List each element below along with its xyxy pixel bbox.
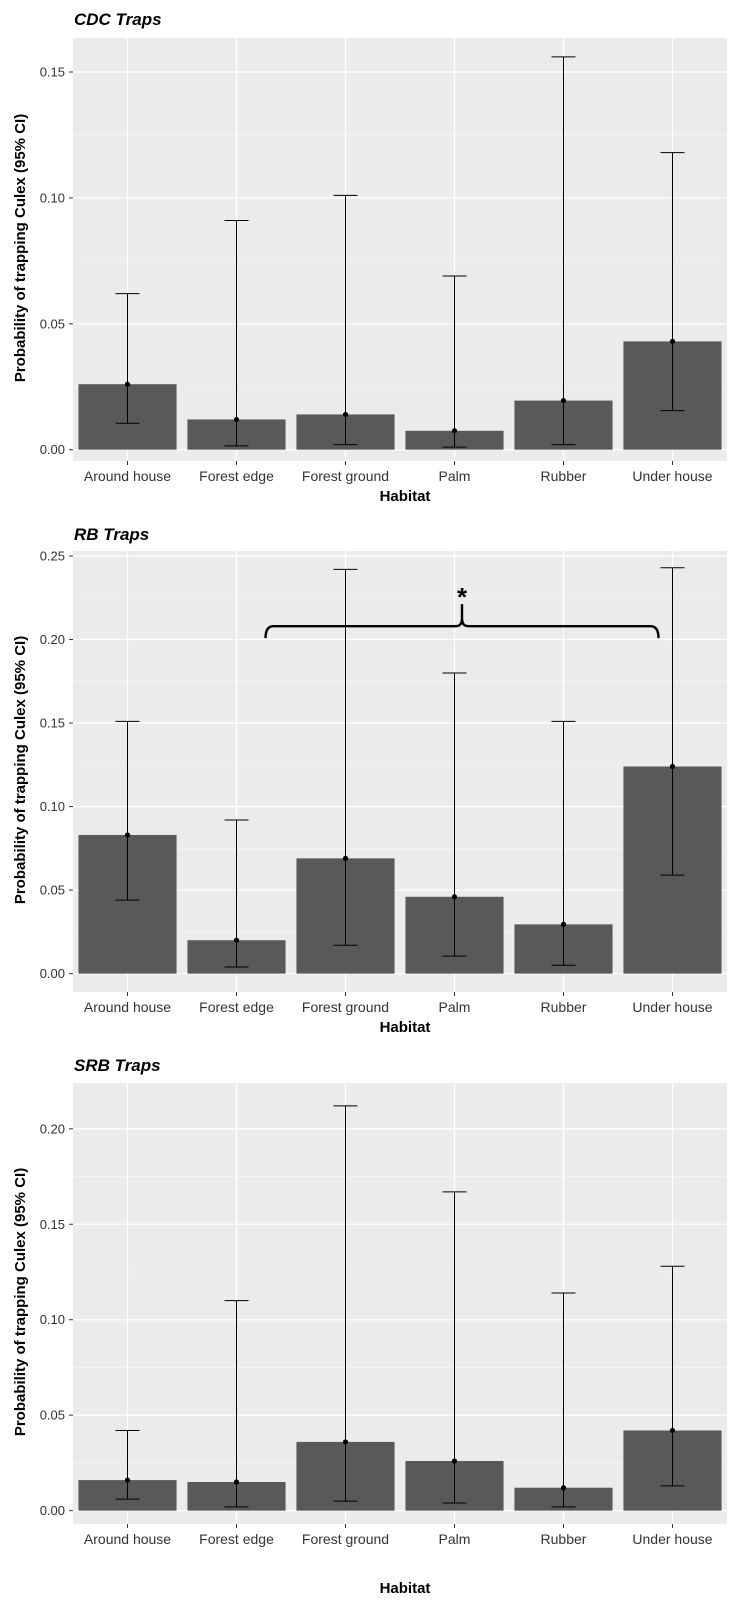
y-tick-label: 0.15: [40, 716, 65, 731]
x-axis-label: Habitat: [380, 488, 431, 505]
chart-title: RB Traps: [74, 525, 149, 544]
y-tick-label: 0.10: [40, 1312, 65, 1327]
x-tick-label: Around house: [84, 468, 171, 484]
point-estimate: [669, 338, 676, 345]
point-estimate: [451, 894, 458, 900]
error-bar: [333, 1105, 358, 1502]
point-estimate: [233, 937, 240, 943]
x-tick-label: Forest edge: [199, 999, 274, 1015]
x-tick-label: Forest ground: [302, 468, 389, 484]
chart-panel-2: 0.00 0.05 0.10 0.15 0.20 0.25 Around house Fore…: [12, 525, 727, 1036]
y-tick-label: 0.05: [40, 316, 65, 331]
x-tick-label: Around house: [84, 999, 171, 1015]
x-tick-label: Forest ground: [302, 1531, 389, 1547]
x-tick-label: Forest ground: [302, 999, 389, 1015]
chart-panel-3: 0.00 0.05 0.10 0.15 0.20 Around house Forest e…: [12, 1056, 727, 1597]
plot-background: [73, 38, 727, 461]
y-tick-label: 0.15: [40, 64, 65, 79]
y-tick-label: 0.10: [40, 190, 65, 205]
chart-panel-1: 0.00 0.05 0.10 0.15 Around house Forest edge F…: [12, 10, 727, 505]
point-estimate: [342, 411, 349, 418]
point-estimate: [451, 1458, 458, 1464]
x-tick-label: Rubber: [541, 999, 587, 1015]
error-bar: [442, 672, 467, 957]
error-bar: [442, 1191, 467, 1504]
point-estimate: [124, 381, 131, 387]
x-axis-label: Habitat: [380, 1019, 431, 1036]
x-tick-label: Forest edge: [199, 1531, 274, 1547]
point-estimate: [560, 397, 567, 404]
error-bar: [115, 720, 140, 901]
point-estimate: [233, 1479, 240, 1485]
x-tick-label: Palm: [439, 468, 471, 484]
error-bar: [333, 568, 358, 946]
point-estimate: [342, 1439, 349, 1445]
chart-title: SRB Traps: [74, 1056, 161, 1075]
x-tick-label: Under house: [632, 999, 712, 1015]
significance-bracket: [264, 604, 660, 639]
plot-background: [73, 1083, 727, 1524]
error-bar: [333, 194, 358, 446]
y-tick-label: 0.00: [40, 1503, 65, 1518]
point-estimate: [669, 1427, 676, 1434]
y-tick-label: 0.20: [40, 632, 65, 647]
x-tick-label: Forest edge: [199, 468, 274, 484]
point-estimate: [233, 416, 240, 423]
x-tick-label: Rubber: [541, 1531, 587, 1547]
error-bar: [115, 1429, 140, 1500]
error-bar: [224, 819, 249, 968]
plot-background: [73, 551, 727, 992]
x-tick-label: Palm: [439, 999, 471, 1015]
point-estimate: [124, 832, 131, 838]
point-estimate: [451, 428, 458, 434]
y-tick-label: 0.05: [40, 1408, 65, 1423]
error-bar: [551, 56, 576, 446]
error-bar: [551, 1292, 576, 1508]
y-axis-label: Probability of trapping Culex (95% CI): [12, 1168, 29, 1436]
y-tick-label: 0.10: [40, 799, 65, 814]
point-estimate: [560, 1485, 567, 1491]
point-estimate: [342, 855, 349, 861]
point-estimate: [560, 921, 567, 927]
error-bar: [660, 152, 685, 412]
x-axis-label: Habitat: [380, 1580, 431, 1597]
error-bar: [224, 1300, 249, 1508]
error-bar: [224, 220, 249, 447]
y-tick-label: 0.25: [40, 549, 65, 564]
y-tick-label: 0.15: [40, 1217, 65, 1232]
point-estimate: [669, 763, 676, 770]
x-tick-label: Palm: [439, 1531, 471, 1547]
x-tick-label: Under house: [632, 468, 712, 484]
x-tick-label: Rubber: [541, 468, 587, 484]
error-bar: [115, 293, 140, 424]
error-bar: [660, 567, 685, 876]
x-tick-label: Under house: [632, 1531, 712, 1547]
error-bar: [551, 720, 576, 966]
y-axis-label: Probability of trapping Culex (95% CI): [12, 636, 29, 904]
error-bar: [442, 275, 467, 448]
y-tick-label: 0.20: [40, 1121, 65, 1136]
point-estimate: [124, 1477, 131, 1483]
error-bar: [660, 1265, 685, 1487]
y-tick-label: 0.05: [40, 883, 65, 898]
x-tick-label: Around house: [84, 1531, 171, 1547]
y-tick-label: 0.00: [40, 442, 65, 457]
y-tick-label: 0.00: [40, 966, 65, 981]
y-axis-label: Probability of trapping Culex (95% CI): [12, 114, 29, 382]
chart-title: CDC Traps: [74, 10, 162, 29]
significance-asterisk: *: [457, 582, 468, 612]
